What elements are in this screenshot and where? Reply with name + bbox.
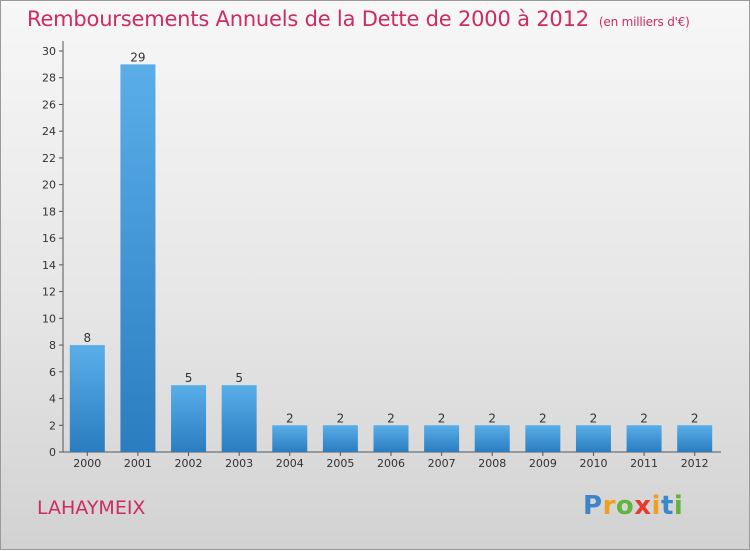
data-label: 29 (130, 50, 145, 64)
data-label: 8 (83, 331, 91, 345)
logo-letter: r (602, 491, 616, 521)
y-tick-label: 22 (42, 152, 56, 165)
x-tick-label: 2009 (529, 457, 557, 470)
bar (474, 425, 510, 452)
logo-letter: i (651, 491, 661, 521)
y-tick-label: 26 (42, 98, 56, 111)
x-tick-label: 2004 (276, 457, 304, 470)
proxiti-logo: Proxiti (583, 491, 683, 521)
logo-letter: i (673, 491, 684, 521)
data-label: 2 (337, 411, 345, 425)
x-tick-label: 2012 (681, 457, 709, 470)
bar (171, 385, 207, 452)
y-tick-label: 16 (42, 232, 56, 245)
y-tick-label: 20 (42, 179, 56, 192)
data-label: 2 (488, 411, 496, 425)
y-tick-label: 4 (49, 393, 56, 406)
chart-subtitle: (en milliers d'€) (598, 15, 690, 29)
y-tick-label: 30 (42, 45, 56, 58)
data-label: 2 (438, 411, 446, 425)
y-tick-label: 18 (42, 205, 56, 218)
chart-title: Remboursements Annuels de la Dette de 20… (27, 7, 690, 31)
x-tick-label: 2007 (428, 457, 456, 470)
bar (120, 64, 156, 452)
x-tick-label: 2005 (326, 457, 354, 470)
x-tick-label: 2011 (630, 457, 658, 470)
y-tick-label: 24 (42, 125, 56, 138)
x-tick-label: 2008 (478, 457, 506, 470)
logo-letter: o (615, 491, 635, 521)
data-label: 2 (691, 411, 699, 425)
y-tick-label: 6 (49, 366, 56, 379)
data-label: 2 (640, 411, 648, 425)
bar (626, 425, 662, 452)
y-tick-label: 14 (42, 259, 56, 272)
data-label: 2 (286, 411, 294, 425)
bar (322, 425, 358, 452)
x-tick-label: 2000 (73, 457, 101, 470)
x-tick-label: 2010 (579, 457, 607, 470)
title-text: Remboursements Annuels de la Dette de 20… (27, 7, 589, 31)
y-tick-label: 28 (42, 72, 56, 85)
x-tick-label: 2002 (175, 457, 203, 470)
logo-letter: x (634, 491, 652, 521)
logo-letter: P (583, 491, 603, 521)
y-tick-label: 8 (49, 339, 56, 352)
bar (575, 425, 611, 452)
x-tick-label: 2006 (377, 457, 405, 470)
logo-letter: t (660, 491, 674, 521)
bar (69, 345, 105, 452)
bar (424, 425, 460, 452)
data-label: 2 (590, 411, 598, 425)
data-label: 5 (235, 371, 243, 385)
bar (677, 425, 713, 452)
data-label: 2 (387, 411, 395, 425)
y-tick-label: 10 (42, 312, 56, 325)
labels: 8 2000 29 2001 5 2002 5 2003 2 2004 2 2005 2 2006 2 200… (73, 50, 708, 470)
bar (221, 385, 257, 452)
y-tick-label: 12 (42, 286, 56, 299)
data-label: 5 (185, 371, 193, 385)
bar (525, 425, 561, 452)
y-tick-label: 0 (49, 446, 56, 459)
data-label: 2 (539, 411, 547, 425)
bars (69, 64, 713, 452)
bar (373, 425, 409, 452)
y-tick-label: 2 (49, 419, 56, 432)
place-name: LAHAYMEIX (37, 497, 146, 519)
x-tick-label: 2001 (124, 457, 152, 470)
x-tick-label: 2003 (225, 457, 253, 470)
bar (272, 425, 308, 452)
